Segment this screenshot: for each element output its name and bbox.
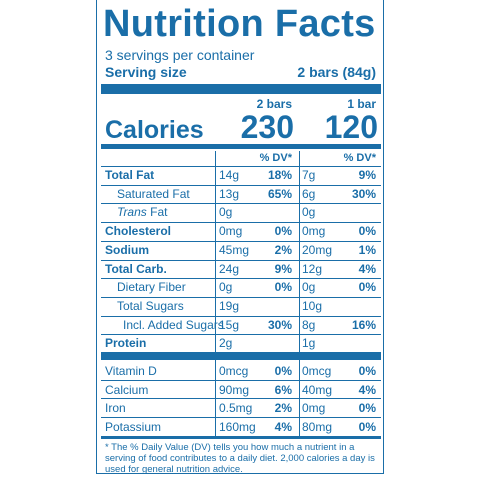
nutrition-label: Nutrition Facts 3 servings per container S… xyxy=(96,0,384,475)
amount: 45mg xyxy=(219,242,250,257)
amount: 20mg xyxy=(302,242,333,257)
nutrient-name: Calcium xyxy=(105,382,149,397)
amount: 0g xyxy=(219,205,233,220)
amount: 24g xyxy=(219,261,240,276)
amount: 1g xyxy=(302,336,316,351)
daily-value: 30% xyxy=(267,317,292,332)
daily-value: 0% xyxy=(274,224,292,239)
medium-rule xyxy=(101,144,381,149)
amount: 0mcg xyxy=(302,364,332,378)
amount: 7g xyxy=(302,168,316,182)
amount: 0g xyxy=(219,280,233,295)
dv-header: % DV* xyxy=(259,152,292,164)
daily-value: 30% xyxy=(351,186,376,201)
calories-value: 120 xyxy=(324,109,378,145)
nutrient-name: Trans Fat xyxy=(117,206,167,218)
rule xyxy=(101,296,381,298)
rule xyxy=(101,334,381,336)
amount: 19g xyxy=(219,298,240,313)
servings: 3 servings per container xyxy=(105,47,255,63)
daily-value: 1% xyxy=(358,242,376,257)
daily-value: 6% xyxy=(274,382,292,397)
amount: 12g xyxy=(302,261,323,276)
nutrient-name: Dietary Fiber xyxy=(117,280,186,295)
nutrient-name: Iron xyxy=(105,401,126,416)
daily-value: 9% xyxy=(274,261,292,276)
amount: 10g xyxy=(302,298,323,313)
amount: 90mg xyxy=(219,382,250,397)
calories-value: 230 xyxy=(240,109,294,145)
column-header: 2 bars xyxy=(256,97,292,111)
rule xyxy=(101,240,381,242)
rule xyxy=(101,379,381,381)
daily-value: 0% xyxy=(358,224,376,239)
nutrient-name: Incl. Added Sugars xyxy=(123,317,224,332)
amount: 8g xyxy=(302,317,316,332)
amount: 6g xyxy=(302,186,316,201)
rule xyxy=(101,222,381,224)
rule xyxy=(101,417,381,419)
amount: 0g xyxy=(302,205,316,220)
amount: 0g xyxy=(302,280,316,295)
amount: 0mg xyxy=(302,224,326,239)
nutrient-name: Saturated Fat xyxy=(117,186,190,201)
medium-rule xyxy=(101,435,381,439)
daily-value: 18% xyxy=(267,168,292,182)
footnote: * The % Daily Value (DV) tells you how m… xyxy=(105,441,375,475)
rule xyxy=(101,278,381,280)
title: Nutrition Facts xyxy=(103,3,376,45)
dv-header: % DV* xyxy=(343,152,376,164)
daily-value: 0% xyxy=(274,280,292,295)
column-header: 1 bar xyxy=(347,97,376,111)
column-divider xyxy=(215,151,216,436)
amount: 2g xyxy=(219,336,233,351)
serving-size-label: Serving size xyxy=(105,64,187,80)
amount: 0mcg xyxy=(219,364,249,378)
amount: 0mg xyxy=(219,224,243,239)
calories-label: Calories xyxy=(105,116,204,144)
rule xyxy=(101,166,381,167)
rule xyxy=(101,203,381,205)
amount: 40mg xyxy=(302,382,333,397)
daily-value: 9% xyxy=(358,168,376,182)
daily-value: 0% xyxy=(358,401,376,416)
daily-value: 0% xyxy=(358,420,376,435)
nutrient-name: Sodium xyxy=(105,242,149,257)
rule xyxy=(101,184,381,186)
daily-value: 4% xyxy=(358,261,376,276)
amount: 14g xyxy=(219,168,240,182)
column-divider xyxy=(299,151,300,436)
rule xyxy=(101,259,381,261)
daily-value: 0% xyxy=(274,364,292,378)
daily-value: 2% xyxy=(274,401,292,416)
name-italic: Trans xyxy=(117,205,147,220)
daily-value: 4% xyxy=(274,420,292,435)
nutrient-name: Protein xyxy=(105,336,147,351)
amount: 160mg xyxy=(219,420,256,435)
thick-rule xyxy=(101,84,381,94)
nutrient-name: Total Fat xyxy=(105,168,155,182)
rule xyxy=(101,398,381,400)
daily-value: 65% xyxy=(267,186,292,201)
name: Fat xyxy=(150,205,168,220)
amount: 13g xyxy=(219,186,240,201)
amount: 80mg xyxy=(302,420,333,435)
nutrient-name: Total Carb. xyxy=(105,261,167,276)
daily-value: 16% xyxy=(351,317,376,332)
daily-value: 0% xyxy=(358,364,376,378)
daily-value: 2% xyxy=(274,242,292,257)
nutrient-name: Total Sugars xyxy=(117,298,184,313)
amount: 15g xyxy=(219,317,240,332)
nutrient-name: Vitamin D xyxy=(105,364,157,378)
thick-rule xyxy=(101,352,381,360)
amount: 0mg xyxy=(302,401,326,416)
amount: 0.5mg xyxy=(219,401,253,416)
nutrient-name: Potassium xyxy=(105,420,162,435)
nutrient-name: Cholesterol xyxy=(105,224,172,239)
rule xyxy=(101,315,381,317)
daily-value: 4% xyxy=(358,382,376,397)
serving-size-value: 2 bars (84g) xyxy=(297,64,376,80)
daily-value: 0% xyxy=(358,280,376,295)
